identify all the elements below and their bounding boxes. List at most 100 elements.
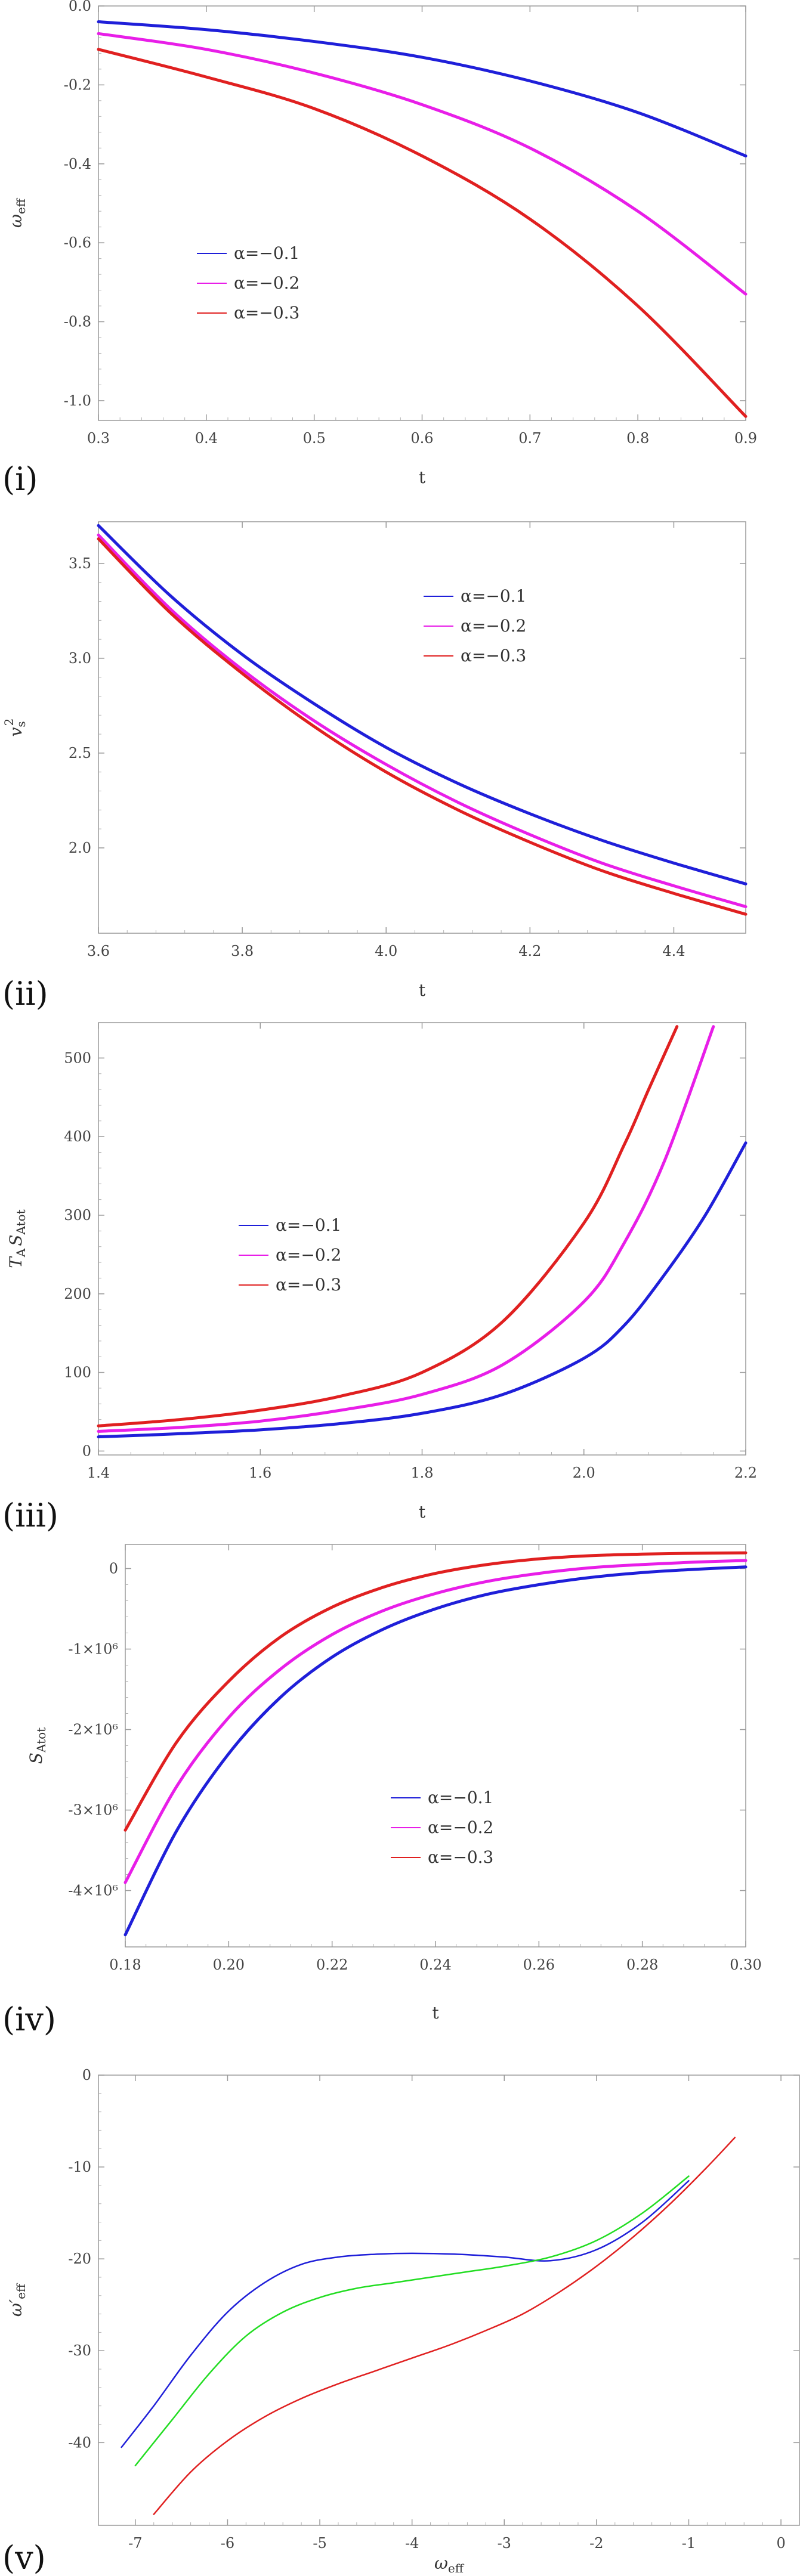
x-tick-label: 2.0 bbox=[573, 1465, 595, 1481]
y-tick-label: 3.0 bbox=[69, 650, 91, 667]
legend-entry: α=−0.2 bbox=[428, 1818, 493, 1837]
series-line-2 bbox=[97, 533, 748, 908]
chart-panel-2: 3.6 3.8 4.0 4.2 4.42.02.53.03.5tvs2α=−0.1α=−… bbox=[2, 521, 748, 1013]
x-tick-label: -1 bbox=[682, 2535, 696, 2552]
legend-entry: α=−0.1 bbox=[234, 243, 299, 263]
y-axis-label: ωeff bbox=[6, 197, 28, 228]
y-tick-label: -0.4 bbox=[64, 156, 91, 172]
series-line-3 bbox=[97, 1025, 679, 1428]
y-tick-label: 0 bbox=[82, 2067, 91, 2083]
legend-entry: α=−0.3 bbox=[234, 303, 299, 323]
x-tick-label: 0.30 bbox=[730, 1956, 761, 1973]
y-tick-label: 3.5 bbox=[69, 555, 91, 572]
plot-frame bbox=[98, 521, 746, 934]
series-line-3 bbox=[123, 1551, 748, 1832]
y-tick-label: 100 bbox=[64, 1364, 91, 1381]
x-tick-label: 4.2 bbox=[518, 943, 541, 959]
x-tick-label: 0.8 bbox=[626, 430, 649, 447]
y-tick-label: 500 bbox=[64, 1049, 91, 1066]
plot-frame bbox=[98, 5, 746, 421]
x-tick-label: -6 bbox=[221, 2535, 234, 2552]
series-line-1 bbox=[97, 524, 748, 886]
y-tick-label: -1.0 bbox=[64, 392, 91, 409]
y-tick-label: -2×10⁶ bbox=[68, 1722, 118, 1738]
series-line-2 bbox=[97, 1025, 715, 1433]
series-line-3 bbox=[97, 537, 748, 916]
y-tick-label: 400 bbox=[64, 1128, 91, 1145]
panel-label: (iii) bbox=[2, 1497, 58, 1534]
y-tick-label: 0.0 bbox=[69, 0, 91, 14]
y-axis-label: SAtot bbox=[26, 1727, 48, 1764]
x-tick-label: 2.2 bbox=[734, 1465, 757, 1481]
x-axis-label: ωeff bbox=[434, 2553, 465, 2575]
x-tick-label: 0.18 bbox=[109, 1956, 141, 1973]
legend: α=−0.1 α=−0.2 α=−0.3 bbox=[197, 243, 299, 323]
legend-entry: α=−0.1 bbox=[461, 586, 526, 606]
x-tick-label: 1.6 bbox=[249, 1465, 271, 1481]
x-axis-label: t bbox=[419, 1502, 426, 1522]
panel-label: (ii) bbox=[2, 975, 48, 1013]
x-tick-label: 3.6 bbox=[87, 943, 110, 959]
y-tick-label: -1×10⁶ bbox=[68, 1641, 118, 1658]
x-tick-label: 0.20 bbox=[213, 1956, 245, 1973]
series-line-1 bbox=[97, 20, 748, 158]
chart-panel-4: 0.18 0.20 0.22 0.24 0.26 0.28 0.30 0 -1×10⁶ -2×10… bbox=[2, 1544, 762, 2038]
x-tick-label: -5 bbox=[313, 2535, 326, 2552]
legend-entry: α=−0.3 bbox=[276, 1275, 341, 1295]
y-tick-label: -0.8 bbox=[64, 314, 91, 330]
x-tick-label: -2 bbox=[589, 2535, 603, 2552]
y-tick-label: -3×10⁶ bbox=[68, 1802, 118, 1819]
y-tick-label: -0.2 bbox=[64, 76, 91, 93]
x-tick-label: 0.5 bbox=[303, 430, 326, 447]
legend: α=−0.1 α=−0.2 α=−0.3 bbox=[424, 586, 526, 665]
x-tick-label: -3 bbox=[498, 2535, 511, 2552]
panel-label: (v) bbox=[2, 2539, 46, 2576]
legend-entry: α=−0.2 bbox=[234, 273, 299, 293]
legend: α=−0.1 α=−0.2 α=−0.3 bbox=[391, 1788, 493, 1867]
series-line-1 bbox=[97, 1141, 748, 1439]
y-axis-label: vs2 bbox=[2, 719, 28, 737]
y-tick-label: 2.0 bbox=[69, 840, 91, 856]
series-line-1 bbox=[121, 2179, 690, 2448]
panel-label: (i) bbox=[2, 460, 38, 498]
y-tick-label: -4×10⁶ bbox=[68, 1883, 118, 1899]
legend-entry: α=−0.2 bbox=[461, 616, 526, 636]
legend-entry: α=−0.3 bbox=[461, 646, 526, 665]
legend: α=−0.1 α=−0.2 α=−0.3 bbox=[239, 1215, 341, 1295]
chart-panel-3: 1.4 1.6 1.8 2.0 2.2 0 100 200 300 400 500 t TASAtot α… bbox=[2, 1022, 757, 1534]
chart-panel-1: 0.3 0.4 0.5 0.6 0.7 0.8 0.9 0.0 -0.2 -0.4 -0.6 -0.8… bbox=[2, 0, 757, 498]
y-tick-label: 0 bbox=[82, 1442, 91, 1459]
x-tick-label: -7 bbox=[128, 2535, 142, 2552]
y-tick-label: -20 bbox=[68, 2250, 91, 2267]
x-tick-label: 0.6 bbox=[410, 430, 433, 447]
series-line-2 bbox=[97, 32, 748, 296]
y-tick-label: -30 bbox=[68, 2342, 91, 2359]
x-axis-label: t bbox=[432, 2003, 439, 2023]
x-tick-label: 0.22 bbox=[316, 1956, 348, 1973]
series-line-3 bbox=[97, 48, 748, 418]
x-tick-label: 1.8 bbox=[410, 1465, 433, 1481]
x-tick-label: 0.24 bbox=[419, 1956, 451, 1973]
x-tick-label: 0.26 bbox=[523, 1956, 555, 1973]
y-axis-label: TASAtot bbox=[6, 1209, 28, 1268]
x-tick-label: -4 bbox=[405, 2535, 419, 2552]
x-tick-label: 0.4 bbox=[195, 430, 218, 447]
series-line-3 bbox=[153, 2137, 736, 2515]
series-line-2 bbox=[134, 2175, 690, 2467]
x-tick-label: 4.0 bbox=[375, 943, 397, 959]
plot-frame bbox=[98, 2075, 800, 2526]
x-tick-label: 0.3 bbox=[87, 430, 110, 447]
x-tick-label: 0.28 bbox=[626, 1956, 658, 1973]
y-axis-label: ω′eff bbox=[6, 2283, 28, 2317]
x-tick-label: 3.8 bbox=[231, 943, 254, 959]
y-tick-label: 0 bbox=[109, 1561, 118, 1577]
y-tick-label: 300 bbox=[64, 1207, 91, 1224]
y-tick-label: 2.5 bbox=[69, 745, 91, 761]
series-line-2 bbox=[123, 1559, 748, 1884]
y-tick-label: -10 bbox=[68, 2159, 91, 2175]
plot-frame bbox=[125, 1544, 746, 1948]
legend-entry: α=−0.1 bbox=[276, 1215, 341, 1235]
x-tick-label: 1.4 bbox=[87, 1465, 110, 1481]
